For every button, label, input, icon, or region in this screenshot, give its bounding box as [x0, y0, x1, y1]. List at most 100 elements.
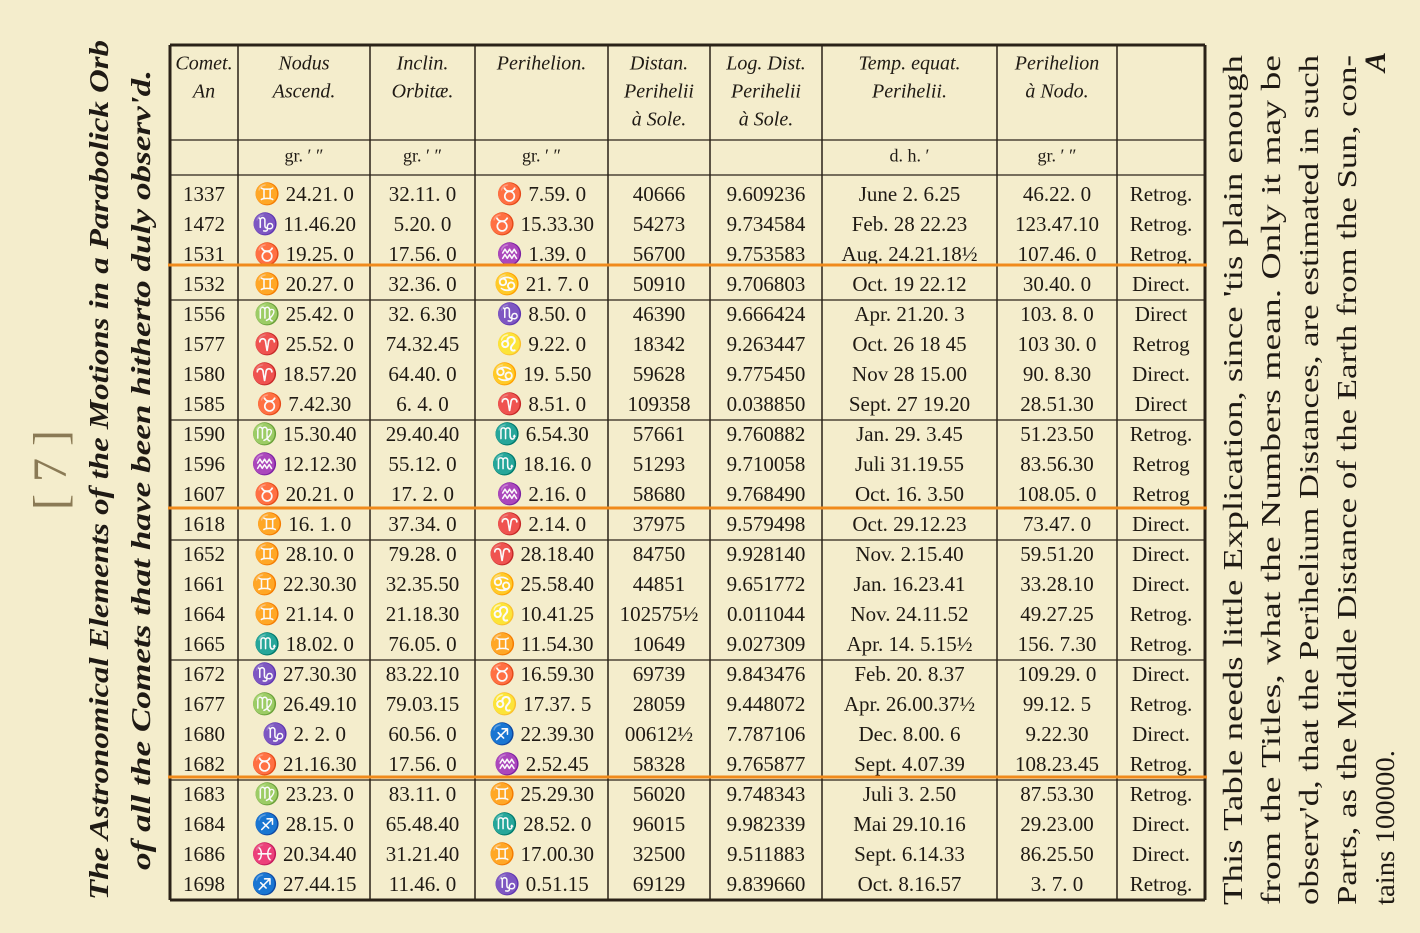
- cell: 1652: [183, 542, 225, 566]
- cell: Direct.: [1132, 272, 1190, 296]
- cell: 9.710058: [727, 452, 806, 476]
- cell: ♈ 18.57.20: [252, 361, 357, 386]
- cell: 109.29. 0: [1018, 662, 1097, 686]
- cell: 37975: [633, 512, 686, 536]
- cell: ♍ 15.30.40: [252, 421, 357, 446]
- title-line: The Astronomical Elements of the Motions…: [84, 40, 114, 900]
- cell: ♍ 23.23. 0: [254, 781, 354, 806]
- cell: 17.56. 0: [388, 752, 456, 776]
- cell: ♒ 2.52.45: [494, 751, 588, 776]
- column-header: Log. Dist.: [725, 53, 805, 75]
- column-header: Perihelion: [1014, 53, 1099, 75]
- cell: ♊ 28.10. 0: [254, 541, 354, 566]
- cell: Mai 29.10.16: [853, 812, 966, 836]
- cell: 9.982339: [727, 812, 806, 836]
- cell: Apr. 26.00.37½: [844, 692, 975, 716]
- cell: ♑ 27.30.30: [252, 661, 357, 686]
- cell: ♊ 20.27. 0: [254, 271, 354, 296]
- cell: 9.753583: [727, 242, 806, 266]
- cell: Direct.: [1132, 812, 1190, 836]
- cell: 5.20. 0: [394, 212, 452, 236]
- cell: ♌ 9.22. 0: [497, 331, 586, 356]
- cell: 54273: [633, 212, 686, 236]
- column-header: à Nodo.: [1025, 81, 1088, 103]
- note-line: tains 100000.: [1370, 750, 1400, 905]
- cell: 44851: [633, 572, 686, 596]
- cell: 9.768490: [727, 482, 806, 506]
- cell: Retrog: [1132, 332, 1190, 356]
- cell: 1531: [183, 242, 225, 266]
- cell: 60.56. 0: [388, 722, 456, 746]
- cell: 156. 7.30: [1018, 632, 1097, 656]
- column-header: Perihelii.: [871, 81, 947, 103]
- cell: 123.47.10: [1015, 212, 1099, 236]
- cell: 109358: [628, 392, 691, 416]
- cell: 32.11. 0: [389, 182, 456, 206]
- cell: ♉ 7.42.30: [257, 391, 351, 416]
- cell: Juli 3. 2.50: [863, 782, 956, 806]
- cell: 55.12. 0: [388, 452, 456, 476]
- column-header: à Sole.: [739, 109, 793, 131]
- cell: 108.05. 0: [1018, 482, 1097, 506]
- cell: 99.12. 5: [1023, 692, 1091, 716]
- cell: 32.36. 0: [388, 272, 456, 296]
- cell: ♊ 25.29.30: [489, 781, 594, 806]
- cell: Retrog.: [1130, 602, 1192, 626]
- cell: Jan. 29. 3.45: [856, 422, 963, 446]
- cell: 31.21.40: [386, 842, 460, 866]
- cell: 1684: [183, 812, 226, 836]
- cell: ♐ 28.15. 0: [254, 811, 354, 836]
- cell: 28.51.30: [1020, 392, 1094, 416]
- cell: 96015: [633, 812, 686, 836]
- cell: ♉ 21.16.30: [252, 751, 357, 776]
- cell: 1682: [183, 752, 225, 776]
- cell: 69739: [633, 662, 686, 686]
- cell: ♏ 18.02. 0: [254, 631, 354, 656]
- cell: 64.40. 0: [388, 362, 456, 386]
- cell: 1672: [183, 662, 225, 686]
- column-header: Nodus: [277, 53, 329, 75]
- cell: ♈ 28.18.40: [489, 541, 594, 566]
- cell: ♐ 22.39.30: [489, 721, 594, 746]
- unit-label: gr. ′ ″: [285, 146, 324, 166]
- cell: Apr. 14. 5.15½: [847, 632, 973, 656]
- unit-label: gr. ′ ″: [403, 146, 442, 166]
- column-header: Distan.: [629, 53, 688, 75]
- cell: 1596: [183, 452, 225, 476]
- unit-label: gr. ′ ″: [1038, 146, 1077, 166]
- cell: 1580: [183, 362, 225, 386]
- cell: ♍ 25.42. 0: [254, 301, 354, 326]
- cell: ♒ 2.16. 0: [497, 481, 586, 506]
- cell: 32500: [633, 842, 686, 866]
- cell: 11.46. 0: [389, 872, 456, 896]
- cell: 1665: [183, 632, 225, 656]
- corner-mark: A: [1359, 52, 1392, 74]
- cell: 9.748343: [727, 782, 806, 806]
- title-line: of all the Comets that have been hithert…: [126, 70, 156, 870]
- cell: ♉ 19.25. 0: [254, 241, 354, 266]
- cell: 1577: [183, 332, 225, 356]
- cell: 50910: [633, 272, 686, 296]
- cell: 69129: [633, 872, 686, 896]
- cell: 74.32.45: [386, 332, 460, 356]
- cell: ♍ 26.49.10: [252, 691, 357, 716]
- cell: Retrog.: [1130, 212, 1192, 236]
- cell: ♈ 2.14. 0: [497, 511, 586, 536]
- cell: 1607: [183, 482, 225, 506]
- cell: Dec. 8.00. 6: [858, 722, 960, 746]
- cell: Oct. 29.12.23: [852, 512, 966, 536]
- cell: Retrog: [1132, 452, 1190, 476]
- cell: ♋ 25.58.40: [489, 571, 594, 596]
- cell: 9.775450: [727, 362, 806, 386]
- cell: ♉ 7.59. 0: [497, 181, 586, 206]
- cell: 9.609236: [727, 182, 806, 206]
- cell: 29.23.00: [1020, 812, 1094, 836]
- cell: 0.038850: [727, 392, 806, 416]
- cell: ♏ 6.54.30: [494, 421, 588, 446]
- cell: 51.23.50: [1020, 422, 1094, 446]
- cell: 87.53.30: [1020, 782, 1094, 806]
- cell: 9.511883: [727, 842, 805, 866]
- cell: ♌ 10.41.25: [489, 601, 594, 626]
- note-line: Parts, as the Middle Distance of the Ear…: [1332, 55, 1362, 905]
